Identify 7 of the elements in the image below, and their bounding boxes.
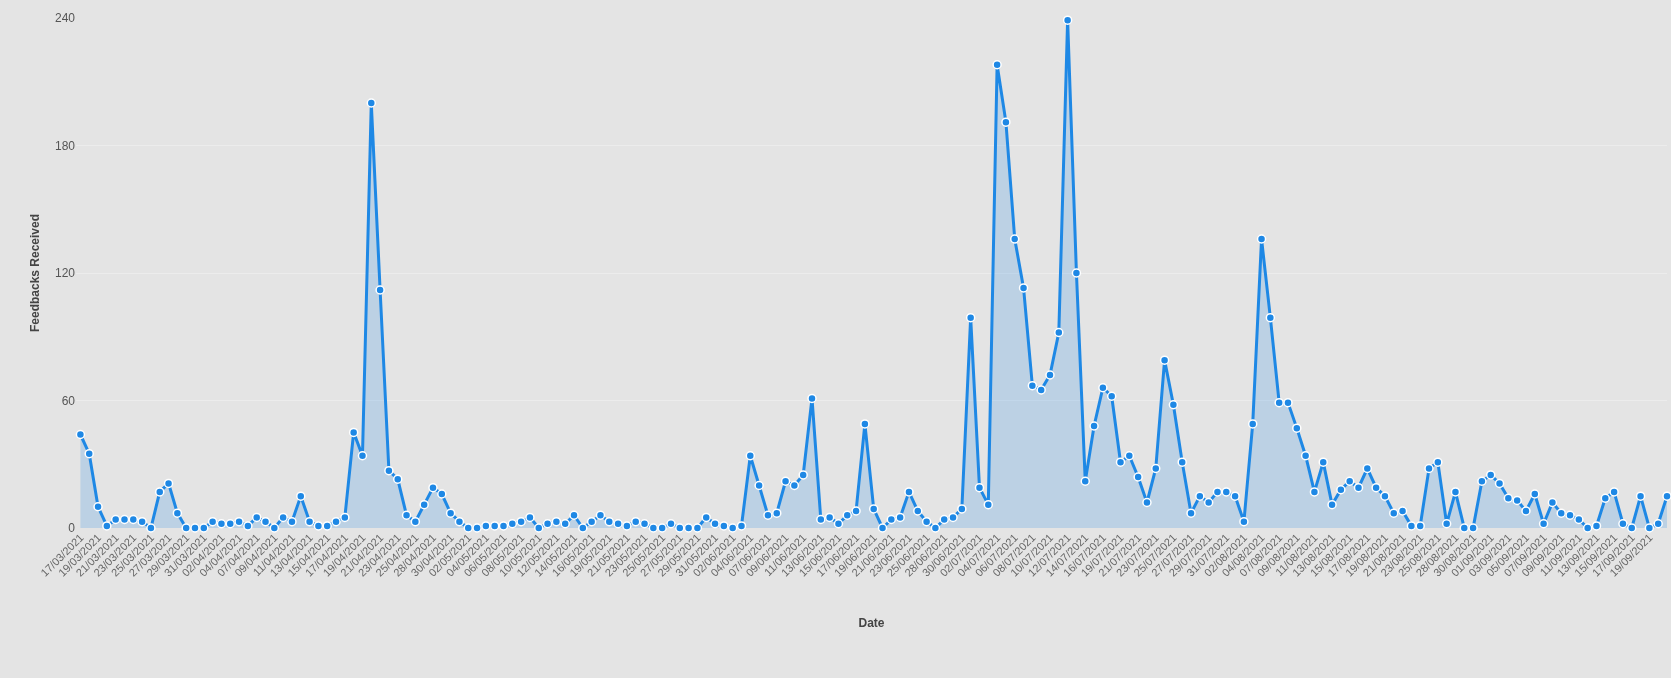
y-tick-label: 60 xyxy=(61,393,76,408)
y-axis-title: Feedbacks Received xyxy=(28,213,43,333)
y-tick-label: 180 xyxy=(54,138,76,153)
x-axis-title: Date xyxy=(858,615,885,630)
y-tick-label: 120 xyxy=(54,266,76,281)
y-tick-label: 240 xyxy=(54,11,76,26)
y-tick-label: 0 xyxy=(68,521,76,536)
